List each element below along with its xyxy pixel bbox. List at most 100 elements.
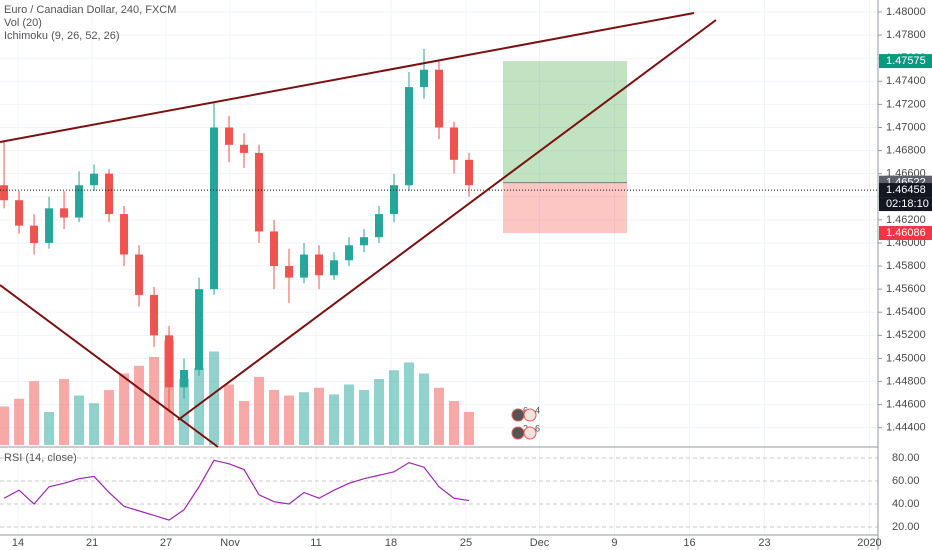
y-tick-label: 1.46800 (886, 144, 926, 156)
candle-body (240, 144, 249, 153)
rsi-tick-label: 80.00 (892, 452, 920, 464)
y-tick-label: 1.44800 (886, 375, 926, 387)
candle-body (45, 208, 54, 243)
candle-body (375, 214, 384, 238)
x-tick-label: 21 (86, 537, 98, 549)
y-tick-label: 1.46200 (886, 214, 926, 226)
candle-body (285, 266, 294, 278)
rsi-tick-label: 20.00 (892, 521, 920, 533)
candle-body (464, 159, 473, 186)
volume-bar (59, 379, 70, 445)
candle-body (345, 245, 354, 261)
target-label: 1.47575 (886, 55, 926, 67)
volume-bar (329, 394, 340, 445)
candle-body (420, 69, 429, 88)
y-tick-label: 1.48000 (886, 6, 926, 18)
candle-body (449, 127, 458, 160)
volume-bar (149, 357, 160, 445)
rsi-title: RSI (14, close) (4, 452, 77, 464)
x-tick-label: Dec (530, 537, 550, 549)
volume-bar (448, 401, 459, 445)
rsi-line (3, 459, 470, 521)
trend-line (0, 284, 219, 448)
candle-body (0, 185, 9, 201)
candle-body (390, 185, 399, 215)
target-badge (879, 54, 932, 69)
volume-bar (104, 390, 115, 445)
x-tick-label: 25 (460, 537, 472, 549)
y-tick-label: 1.45600 (886, 283, 926, 295)
candle-body (255, 152, 264, 232)
volume-bar (463, 412, 474, 445)
y-tick-label: 1.45800 (886, 260, 926, 272)
event-count: 4 (535, 405, 540, 415)
candle-body (120, 214, 129, 255)
plot-layer: 6426 (0, 48, 878, 521)
candle-body (60, 208, 69, 218)
volume-bar (359, 390, 370, 445)
volume-bar (314, 387, 325, 445)
y-tick-label: 1.44400 (886, 422, 926, 434)
position-loss-zone (503, 182, 627, 234)
candle-body (150, 294, 159, 336)
volume-bar (344, 384, 355, 445)
candle-body (180, 369, 189, 388)
x-tick-label: 11 (310, 537, 321, 549)
event-count: 6 (535, 423, 540, 433)
volume-bar (179, 379, 190, 445)
volume-bar (434, 387, 444, 445)
stop-label: 1.46086 (886, 227, 926, 239)
candle-body (105, 173, 114, 215)
x-tick-label: 23 (758, 537, 770, 549)
x-tick-label: 18 (385, 537, 397, 549)
volume-bar (284, 395, 295, 445)
last-price-label: 1.46458 (886, 184, 926, 196)
y-tick-label: 1.47000 (886, 121, 926, 133)
indicator-label: Vol (20) (4, 17, 42, 29)
y-tick-label: 1.45400 (886, 306, 926, 318)
y-tick-label: 1.47200 (886, 98, 926, 110)
y-tick-label: 1.47800 (886, 29, 926, 41)
trend-line (177, 19, 717, 421)
candle-body (435, 69, 443, 128)
volume-bar (299, 392, 310, 445)
volume-bar (254, 376, 265, 445)
volume-bar (44, 412, 55, 445)
y-tick-label: 1.44600 (886, 399, 926, 411)
x-tick-label: 2020 (857, 537, 881, 549)
volume-bar (194, 368, 205, 445)
volume-bar (404, 362, 415, 445)
candle-body (330, 260, 339, 276)
event-icon (523, 426, 537, 440)
candle-body (15, 200, 24, 226)
candle-body (300, 254, 309, 278)
y-tick-label: 1.45200 (886, 329, 926, 341)
last-price-badge (879, 183, 932, 198)
x-tick-label: Nov (220, 537, 240, 549)
candle-body (210, 127, 219, 290)
volume-bar (29, 381, 40, 445)
x-tick-label: 16 (683, 537, 695, 549)
rsi-tick-label: 40.00 (892, 498, 920, 510)
candle-body (30, 225, 39, 243)
volume-bar (209, 351, 220, 445)
trend-lines (0, 12, 717, 448)
volume-bar (239, 401, 250, 445)
volume-bar (134, 365, 145, 445)
volume-bar (389, 370, 400, 445)
x-tick-label: 27 (160, 537, 172, 549)
volume-bar (374, 379, 385, 445)
volume-bar (74, 395, 85, 445)
volume-bar (89, 403, 100, 445)
candle-body (75, 185, 84, 218)
candle-body (195, 289, 204, 370)
candle-body (315, 254, 324, 276)
volume-bar (119, 373, 130, 445)
y-tick-label: 1.47400 (886, 75, 926, 87)
y-tick-label: 1.45000 (886, 352, 926, 364)
x-tick-label: 9 (611, 537, 617, 549)
rsi-tick-label: 60.00 (892, 475, 920, 487)
stop-badge (879, 226, 932, 241)
x-tick-label: 14 (12, 537, 24, 549)
